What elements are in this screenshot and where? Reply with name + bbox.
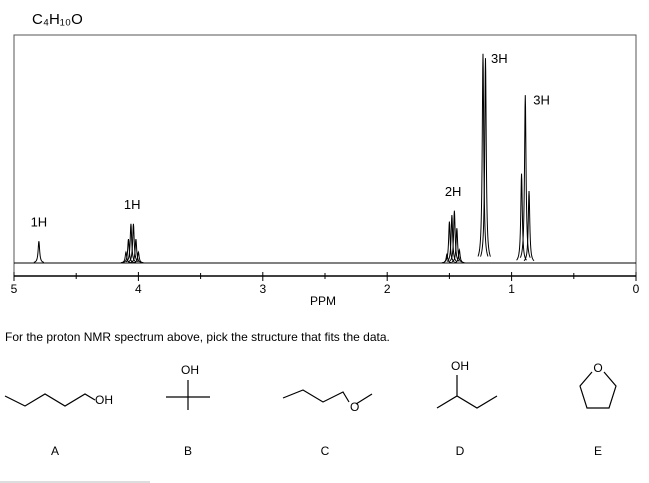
- question-text: For the proton NMR spectrum above, pick …: [5, 330, 390, 344]
- peak-label: 2H: [445, 184, 462, 199]
- x-tick-label: 1: [508, 282, 515, 296]
- peak-label: 1H: [31, 215, 48, 230]
- structure: [355, 393, 373, 405]
- plot-frame: [13, 34, 637, 276]
- structure: [282, 389, 350, 403]
- x-tick-label: 2: [384, 282, 391, 296]
- x-tick-label: 4: [135, 282, 142, 296]
- peak: [133, 250, 144, 264]
- structure: [4, 393, 96, 407]
- peak: [451, 228, 463, 263]
- option-letter: E: [594, 444, 602, 458]
- chart-title: C₄H₁₀O: [32, 11, 83, 28]
- peak: [516, 173, 527, 261]
- option-letter: D: [456, 444, 465, 458]
- option-letter: C: [321, 444, 330, 458]
- structure: [166, 380, 210, 410]
- atom-label: OH: [181, 363, 199, 377]
- peak: [441, 252, 452, 264]
- x-axis-label: PPM: [310, 294, 336, 308]
- peak: [125, 223, 137, 263]
- x-tick-label: 3: [259, 282, 266, 296]
- structure: [436, 375, 498, 409]
- option-letter: A: [51, 444, 59, 458]
- x-tick-label: 5: [11, 282, 18, 296]
- peak: [446, 215, 458, 262]
- peak: [120, 250, 132, 264]
- atom-label: OH: [451, 359, 469, 373]
- atom-label: OH: [95, 393, 113, 407]
- peak: [454, 247, 465, 264]
- structure: [579, 371, 617, 409]
- peak: [444, 221, 455, 263]
- peak-label: 3H: [533, 93, 550, 108]
- peak: [477, 53, 489, 257]
- peak: [523, 191, 535, 262]
- peak: [130, 238, 142, 263]
- peak-label: 1H: [124, 197, 141, 212]
- peak: [33, 241, 45, 263]
- atom-label: O: [593, 361, 602, 375]
- peak-label: 3H: [491, 51, 508, 66]
- atom-label: O: [350, 400, 359, 414]
- x-tick-label: 0: [633, 282, 640, 296]
- peak: [519, 95, 531, 258]
- option-letter: B: [184, 444, 192, 458]
- peak: [480, 58, 491, 257]
